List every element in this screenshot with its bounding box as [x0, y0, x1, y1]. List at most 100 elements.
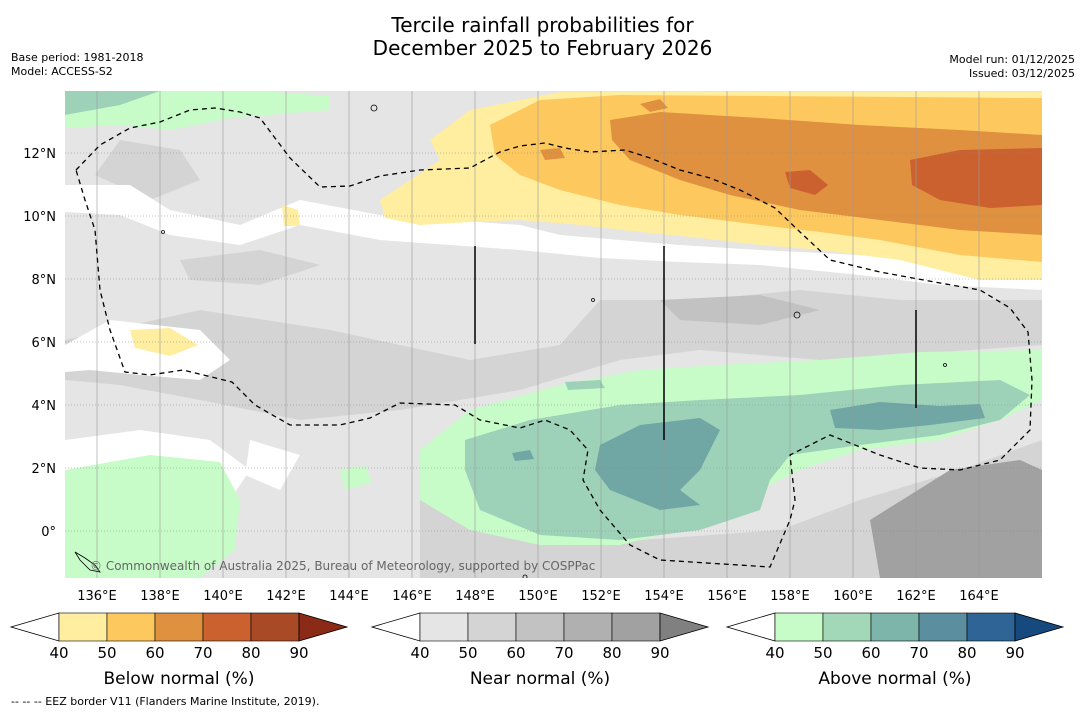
- colorbar-segment: [870, 612, 920, 642]
- lat-label: 6°N: [32, 336, 57, 351]
- above-normal-60-east: [830, 402, 985, 430]
- lon-label: 158°E: [770, 589, 810, 604]
- lon-label: 138°E: [140, 589, 180, 604]
- colorbar-tick-label: 40: [49, 644, 68, 662]
- lon-label: 146°E: [392, 589, 432, 604]
- islands: [74, 104, 947, 578]
- lon-label: 156°E: [707, 589, 747, 604]
- colorbar-segment: [563, 612, 613, 642]
- colorbar-ticks: 40 50 60 70 80 90: [410, 644, 669, 662]
- colorbar-tick-label: 70: [554, 644, 573, 662]
- colorbar-over-arrow: [1014, 612, 1065, 642]
- colorbar-segment: [419, 612, 469, 642]
- colorbar-segment: [154, 612, 204, 642]
- colorbar-segment: [250, 612, 300, 642]
- colorbar-segment: [515, 612, 565, 642]
- lon-label: 136°E: [77, 589, 117, 604]
- model-run: Model run: 01/12/2025: [949, 53, 1075, 66]
- colorbar-tick-label: 70: [909, 644, 928, 662]
- colorbar-label: Above normal (%): [818, 669, 971, 689]
- lon-label: 162°E: [896, 589, 936, 604]
- lon-label: 144°E: [329, 589, 369, 604]
- lon-label: 160°E: [833, 589, 873, 604]
- above-normal-40-southwest: [65, 455, 240, 578]
- near-normal-50-patch: [180, 250, 320, 285]
- colorbar-tick-label: 60: [145, 644, 164, 662]
- colorbar-tick-label: 70: [193, 644, 212, 662]
- colorbar-segment: [774, 612, 824, 642]
- colorbar-over-arrow: [659, 612, 710, 642]
- lon-label: 152°E: [581, 589, 621, 604]
- colorbar-tick-label: 60: [861, 644, 880, 662]
- title-line-1: Tercile rainfall probabilities for: [391, 13, 694, 37]
- lon-label: 164°E: [959, 589, 999, 604]
- colorbar-segment: [467, 612, 517, 642]
- lat-label: 4°N: [32, 399, 57, 414]
- near-normal-60-patch: [660, 295, 820, 325]
- model-name: Model: ACCESS-S2: [11, 65, 113, 78]
- latitude-labels: 12°N 10°N 8°N 6°N 4°N 2°N 0°: [23, 147, 56, 540]
- above-normal-40-spot: [340, 466, 372, 490]
- colorbar-tick-label: 90: [650, 644, 669, 662]
- lon-label: 150°E: [518, 589, 558, 604]
- lat-label: 2°N: [32, 462, 57, 477]
- colorbar-tick-label: 40: [765, 644, 784, 662]
- lat-label: 10°N: [23, 210, 56, 225]
- colorbar-segment: [966, 612, 1016, 642]
- colorbar-tick-label: 50: [97, 644, 116, 662]
- above-normal-60-spot: [512, 450, 534, 461]
- below-normal-60: [610, 112, 1042, 235]
- colorbar-ticks: 40 50 60 70 80 90: [49, 644, 308, 662]
- colorbar-tick-label: 40: [410, 644, 429, 662]
- colorbar-over-arrow: [298, 612, 349, 642]
- colorbar-2: 40 50 60 70 80 90 Above normal (%): [725, 612, 1065, 689]
- colorbar-segment: [202, 612, 252, 642]
- colorbars: 40 50 60 70 80 90 Below normal (%) 40 50 60 70 80 90…: [9, 612, 1065, 689]
- lon-label: 142°E: [266, 589, 306, 604]
- below-normal-70-patch: [785, 170, 828, 195]
- above-normal-50-northwest: [65, 91, 160, 115]
- meta-left: Base period: 1981-2018 Model: ACCESS-S2: [11, 51, 143, 79]
- colorbar-segment: [918, 612, 968, 642]
- lat-label: 12°N: [23, 147, 56, 162]
- below-normal-60-spot: [540, 148, 565, 160]
- below-normal-60-spot: [640, 99, 668, 112]
- below-normal-40-spot: [282, 205, 300, 226]
- colorbar-tick-label: 90: [1005, 644, 1024, 662]
- colorbar-1: 40 50 60 70 80 90 Near normal (%): [370, 612, 710, 689]
- colorbar-tick-label: 50: [458, 644, 477, 662]
- lon-gridlines: [96, 91, 980, 578]
- colorbar-label: Near normal (%): [470, 669, 610, 689]
- colorbar-tick-label: 60: [506, 644, 525, 662]
- white-band-north: [65, 185, 1042, 290]
- colorbar-tick-label: 80: [602, 644, 621, 662]
- colorbar-tick-label: 80: [957, 644, 976, 662]
- colorbar-under-arrow: [725, 612, 776, 642]
- lat-label: 8°N: [32, 273, 57, 288]
- copyright-text: © Commonwealth of Australia 2025, Bureau…: [90, 559, 595, 573]
- colorbar-under-arrow: [370, 612, 421, 642]
- colorbar-segment: [822, 612, 872, 642]
- colorbar-tick-label: 50: [813, 644, 832, 662]
- lat-gridlines: [65, 152, 1042, 532]
- base-period: Base period: 1981-2018: [11, 51, 144, 64]
- colorbar-0: 40 50 60 70 80 90 Below normal (%): [9, 612, 349, 689]
- meta-right: Model run: 01/12/2025 Issued: 03/12/2025: [949, 53, 1075, 81]
- probability-field: [65, 91, 1042, 578]
- eez-border: [75, 107, 1033, 568]
- issued-date: Issued: 03/12/2025: [968, 67, 1075, 80]
- above-normal-50-spot: [565, 380, 605, 390]
- title-line-2: December 2025 to February 2026: [372, 36, 713, 60]
- longitude-labels: 136°E 138°E 140°E 142°E 144°E 146°E 148°E 150°E…: [77, 589, 999, 604]
- map-title: Tercile rainfall probabilities for Decem…: [0, 14, 1085, 60]
- colorbar-segment: [611, 612, 661, 642]
- lon-label: 148°E: [455, 589, 495, 604]
- colorbar-ticks: 40 50 60 70 80 90: [765, 644, 1024, 662]
- colorbar-segment: [58, 612, 108, 642]
- lon-label: 154°E: [644, 589, 684, 604]
- near-normal-70-southeast: [870, 460, 1042, 578]
- below-normal-70: [910, 148, 1042, 208]
- near-normal-50-band: [65, 290, 1042, 420]
- above-normal-60: [595, 418, 720, 510]
